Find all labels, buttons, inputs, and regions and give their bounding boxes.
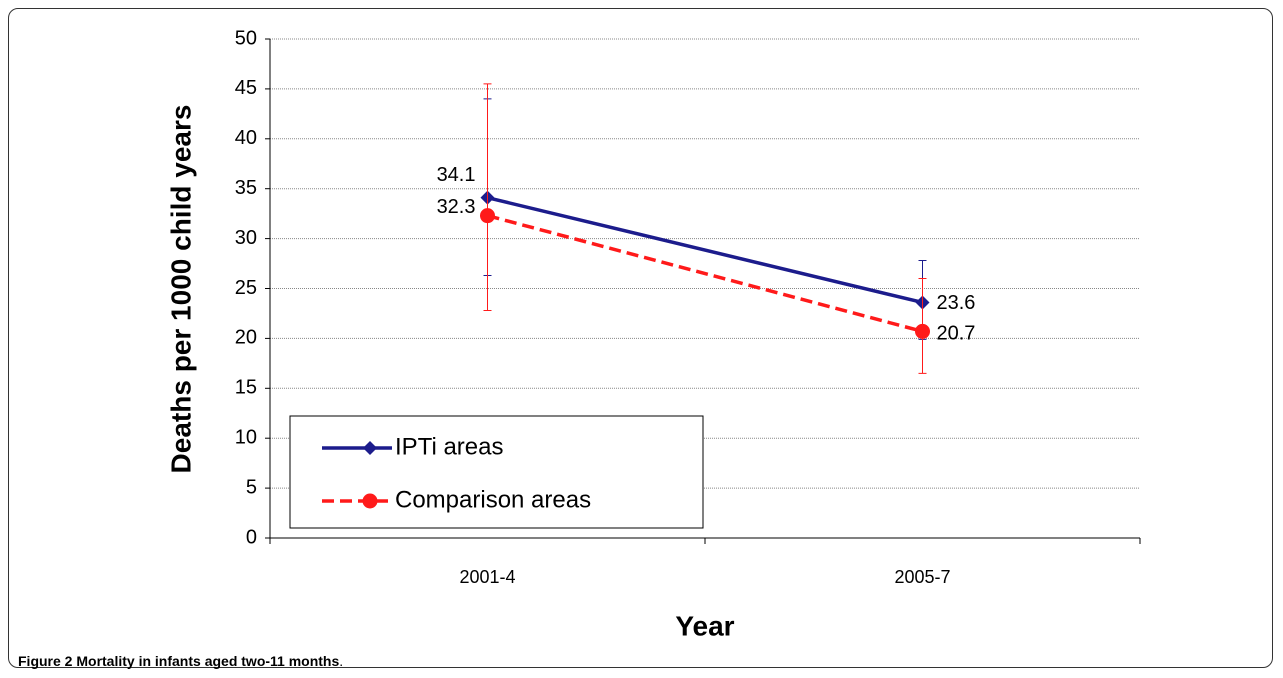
series-line — [487, 195, 923, 305]
legend-marker — [363, 441, 377, 455]
y-tick-label: 0 — [246, 526, 257, 548]
y-axis-title: Deaths per 1000 child years — [165, 105, 196, 474]
y-tick-label: 20 — [235, 327, 257, 349]
caption: Figure 2 Mortality in infants aged two-1… — [18, 653, 343, 669]
y-tick-label: 30 — [235, 227, 257, 249]
x-axis-title: Year — [675, 610, 734, 641]
y-tick-label: 10 — [235, 426, 257, 448]
data-label: 34.1 — [437, 164, 476, 186]
data-point — [480, 208, 495, 224]
data-label: 20.7 — [937, 323, 976, 345]
data-label: 32.3 — [437, 196, 476, 218]
y-tick-label: 15 — [235, 377, 257, 399]
series-line — [487, 213, 923, 334]
legend-label: Comparison areas — [395, 486, 591, 513]
data-point — [915, 323, 930, 339]
y-tick-label: 25 — [235, 277, 257, 299]
error-bar — [483, 83, 492, 311]
error-bar-path — [483, 83, 492, 311]
figure-frame — [8, 8, 1273, 668]
x-tick-label: 2001-4 — [459, 567, 515, 587]
caption-text: Mortality in infants aged two-11 months — [76, 653, 339, 669]
data-label: 23.6 — [937, 292, 976, 314]
y-tick-label: 5 — [246, 476, 257, 498]
y-tick-label: 50 — [235, 27, 257, 49]
y-tick-label: 45 — [235, 77, 257, 99]
legend-marker — [362, 493, 378, 509]
legend-box — [289, 415, 704, 529]
y-tick-label: 35 — [235, 177, 257, 199]
caption-label: Figure 2 — [18, 653, 73, 669]
caption-end: . — [339, 653, 343, 669]
y-tick-label: 40 — [235, 127, 257, 149]
x-tick-label: 2005-7 — [894, 567, 950, 587]
legend-label: IPTi areas — [395, 433, 503, 460]
